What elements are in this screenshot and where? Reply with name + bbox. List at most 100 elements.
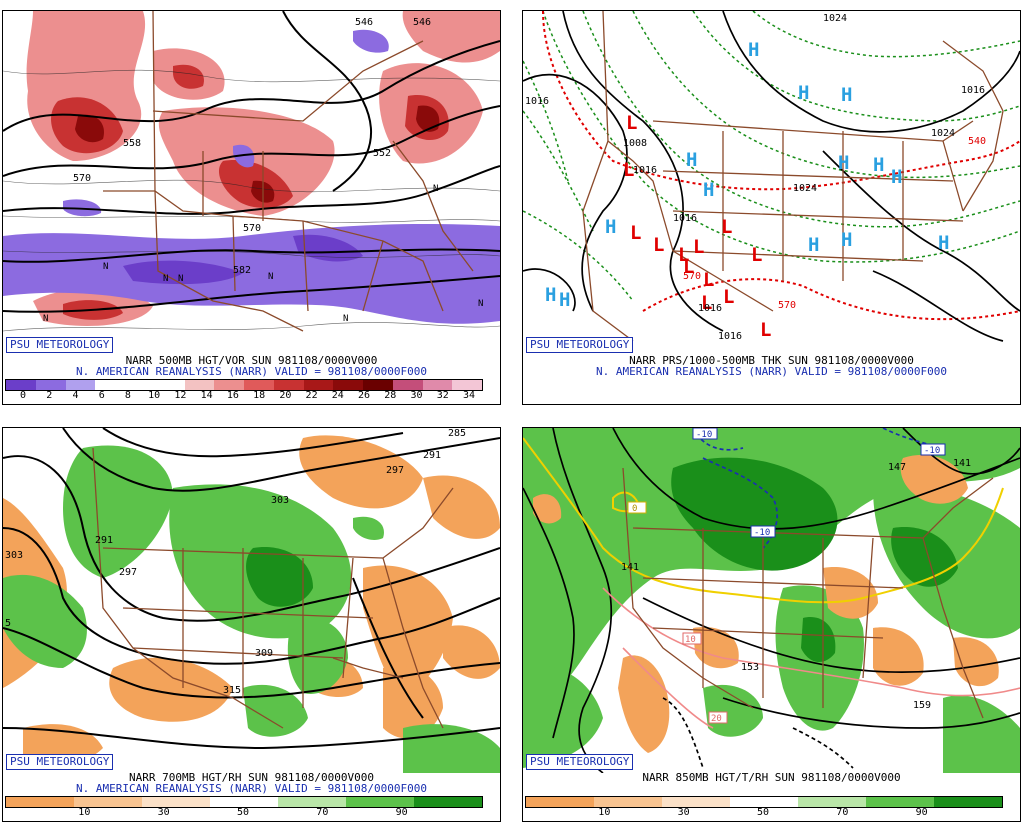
colorbar-label: 6: [98, 390, 105, 401]
svg-text:N: N: [478, 299, 483, 309]
rh-colorbar-850: [525, 796, 1003, 808]
rh-colorbar: [5, 796, 483, 808]
colorbar-label: 90: [395, 807, 408, 818]
svg-text:1024: 1024: [931, 128, 955, 139]
rh-colorbar-labels: 10 30 50 70 90: [5, 807, 481, 819]
svg-text:N: N: [103, 262, 108, 272]
colorbar-label: 30: [677, 807, 690, 818]
svg-text:L: L: [703, 269, 714, 291]
colorbar-swatch: [244, 380, 274, 390]
colorbar-swatch: [333, 380, 363, 390]
colorbar-label: 2: [46, 390, 53, 401]
svg-text:-10: -10: [696, 430, 712, 440]
svg-text:5: 5: [5, 618, 11, 629]
svg-text:297: 297: [386, 465, 404, 476]
colorbar-swatch: [526, 797, 594, 807]
svg-text:H: H: [808, 234, 819, 256]
panel-caption-line1: NARR PRS/1000-500MB THK SUN 981108/0000V…: [629, 354, 914, 367]
svg-text:L: L: [760, 319, 771, 341]
svg-text:153: 153: [741, 662, 759, 673]
colorbar-swatch: [798, 797, 866, 807]
colorbar-swatch: [95, 380, 125, 390]
svg-text:303: 303: [5, 550, 23, 561]
svg-text:291: 291: [95, 535, 113, 546]
colorbar-swatch: [363, 380, 393, 390]
panel-caption-line1: NARR 700MB HGT/RH SUN 981108/0000V000: [128, 771, 375, 784]
colorbar-label: 30: [410, 390, 423, 401]
colorbar-label: 24: [331, 390, 344, 401]
colorbar-label: 28: [384, 390, 397, 401]
colorbar-label: 30: [157, 807, 170, 818]
rh-colorbar-850-labels: 10 30 50 70 90: [525, 807, 1001, 819]
svg-text:546: 546: [413, 17, 431, 28]
svg-text:1016: 1016: [698, 303, 722, 314]
colorbar-label: 18: [253, 390, 266, 401]
colorbar-swatch: [6, 380, 36, 390]
colorbar-label: 8: [124, 390, 131, 401]
svg-text:0: 0: [632, 504, 637, 514]
svg-text:570: 570: [243, 223, 261, 234]
svg-text:H: H: [605, 216, 616, 238]
pressure-thickness-map: H H H H H H H H H H H H H H L L L L L L …: [523, 11, 1020, 356]
panel-caption-line1: NARR 500MB HGT/VOR SUN 981108/0000V000: [125, 354, 378, 367]
svg-text:1016: 1016: [673, 213, 697, 224]
svg-text:H: H: [891, 166, 902, 188]
colorbar-label: 90: [915, 807, 928, 818]
svg-text:1008: 1008: [623, 138, 647, 149]
colorbar-label: 70: [316, 807, 329, 818]
svg-text:L: L: [623, 159, 634, 181]
svg-text:1024: 1024: [793, 183, 817, 194]
svg-text:1016: 1016: [633, 165, 657, 176]
colorbar-swatch: [422, 380, 453, 390]
colorbar-label: 10: [78, 807, 91, 818]
svg-text:L: L: [626, 112, 637, 134]
svg-text:315: 315: [223, 685, 241, 696]
svg-text:309: 309: [255, 648, 273, 659]
svg-text:570: 570: [683, 271, 701, 282]
colorbar-swatch: [452, 380, 482, 390]
colorbar-swatch: [154, 380, 185, 390]
svg-text:L: L: [751, 244, 762, 266]
svg-text:N: N: [178, 274, 183, 284]
svg-text:L: L: [678, 244, 689, 266]
colorbar-swatch: [65, 380, 96, 390]
svg-text:N: N: [43, 314, 48, 324]
svg-text:552: 552: [373, 148, 391, 159]
colorbar-label: 0: [19, 390, 27, 401]
svg-text:H: H: [545, 284, 556, 306]
svg-text:303: 303: [271, 495, 289, 506]
colorbar-swatch: [303, 380, 334, 390]
svg-text:H: H: [703, 179, 714, 201]
vorticity-colorbar-labels: 0 2 4 6 8 10 12 14 16 18 20 22 24 26 28 30 32 34: [5, 390, 481, 402]
colorbar-swatch: [392, 380, 423, 390]
svg-text:L: L: [693, 236, 704, 258]
colorbar-label: 10: [598, 807, 611, 818]
svg-text:H: H: [838, 152, 849, 174]
colorbar-swatch: [866, 797, 934, 807]
panel-caption-line2: N. AMERICAN REANALYSIS (NARR) VALID = 98…: [76, 782, 427, 795]
colorbar-swatch: [662, 797, 730, 807]
colorbar-label: 4: [72, 390, 79, 401]
svg-text:H: H: [841, 229, 852, 251]
psu-branding-label: PSU METEOROLOGY: [526, 337, 634, 353]
colorbar-swatch: [278, 797, 346, 807]
colorbar-swatch: [414, 797, 482, 807]
colorbar-label: 50: [756, 807, 770, 818]
svg-text:10: 10: [685, 635, 696, 645]
colorbar-swatch: [346, 797, 414, 807]
svg-text:-10: -10: [924, 446, 940, 456]
svg-text:1016: 1016: [525, 96, 549, 107]
svg-text:285: 285: [448, 428, 466, 439]
svg-text:N: N: [268, 272, 273, 282]
svg-text:H: H: [938, 232, 949, 254]
svg-text:L: L: [701, 292, 712, 314]
svg-text:H: H: [686, 149, 697, 171]
colorbar-swatch: [594, 797, 662, 807]
colorbar-label: 16: [226, 390, 239, 401]
svg-text:H: H: [798, 82, 809, 104]
svg-text:570: 570: [778, 300, 796, 311]
svg-text:H: H: [841, 84, 852, 106]
svg-text:558: 558: [123, 138, 141, 149]
colorbar-swatch: [74, 797, 142, 807]
